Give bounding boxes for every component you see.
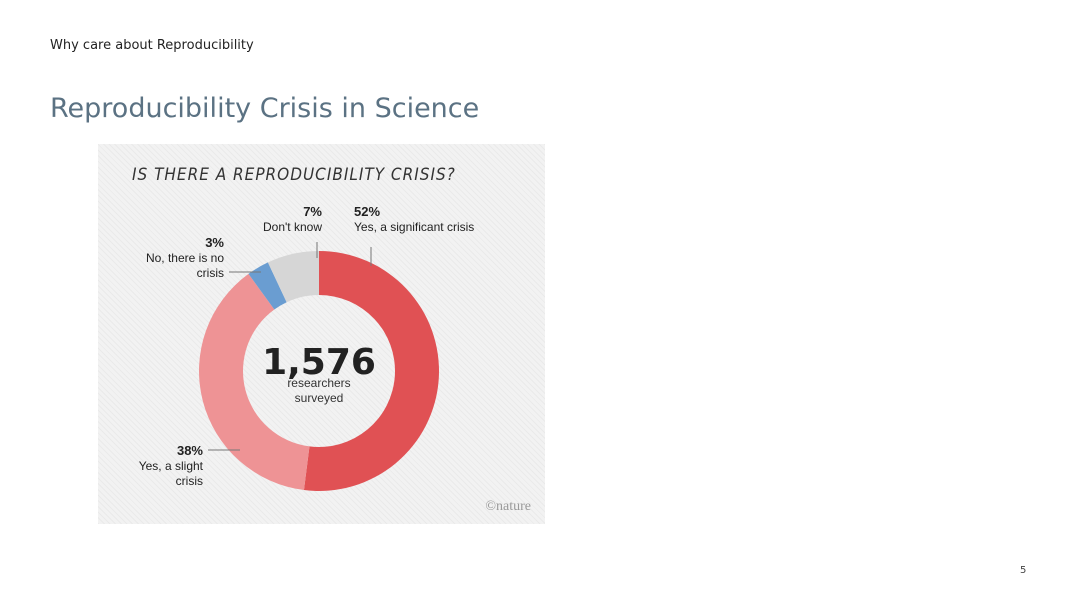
source-logo: ©nature bbox=[485, 499, 531, 514]
slices-group bbox=[199, 251, 439, 491]
slice-category-line: crisis bbox=[197, 266, 224, 280]
slice-category-line: Yes, a significant crisis bbox=[354, 220, 474, 234]
slice-category-line: No, there is no bbox=[146, 251, 224, 265]
donut-slice-1 bbox=[303, 251, 439, 491]
slice-percent: 38% bbox=[177, 443, 203, 458]
donut-slice-4 bbox=[267, 251, 319, 303]
center-label-line-2: surveyed bbox=[295, 391, 344, 405]
slice-label-1: 52% Yes, a significant crisis bbox=[354, 204, 474, 234]
center-label-line-1: researchers bbox=[287, 376, 350, 390]
slide-title: Reproducibility Crisis in Science bbox=[50, 93, 480, 124]
slice-category-line: crisis bbox=[176, 474, 203, 488]
slice-label-4: 7% Don't know bbox=[263, 204, 322, 234]
slice-category-line: Yes, a slight bbox=[139, 459, 204, 473]
slice-category-line: Don't know bbox=[263, 220, 322, 234]
slice-percent: 52% bbox=[354, 204, 380, 219]
donut-slice-3 bbox=[248, 262, 287, 310]
donut-chart: IS THERE A REPRODUCIBILITY CRISIS? 52% Ye… bbox=[132, 165, 531, 514]
center-value: 1,576 bbox=[262, 342, 376, 383]
chart-figure: IS THERE A REPRODUCIBILITY CRISIS? 52% Ye… bbox=[98, 144, 545, 524]
slice-label-3: 3% No, there is no crisis bbox=[146, 235, 224, 280]
labels-group: 52% Yes, a significant crisis 38% Yes, a sl… bbox=[139, 204, 475, 488]
chart-title: IS THERE A REPRODUCIBILITY CRISIS? bbox=[132, 165, 456, 185]
slice-percent: 3% bbox=[205, 235, 224, 250]
donut-slice-2 bbox=[199, 273, 310, 491]
page-number: 5 bbox=[1020, 565, 1027, 576]
slice-percent: 7% bbox=[303, 204, 322, 219]
slice-label-2: 38% Yes, a slight crisis bbox=[139, 443, 204, 488]
breadcrumb: Why care about Reproducibility bbox=[50, 38, 254, 53]
